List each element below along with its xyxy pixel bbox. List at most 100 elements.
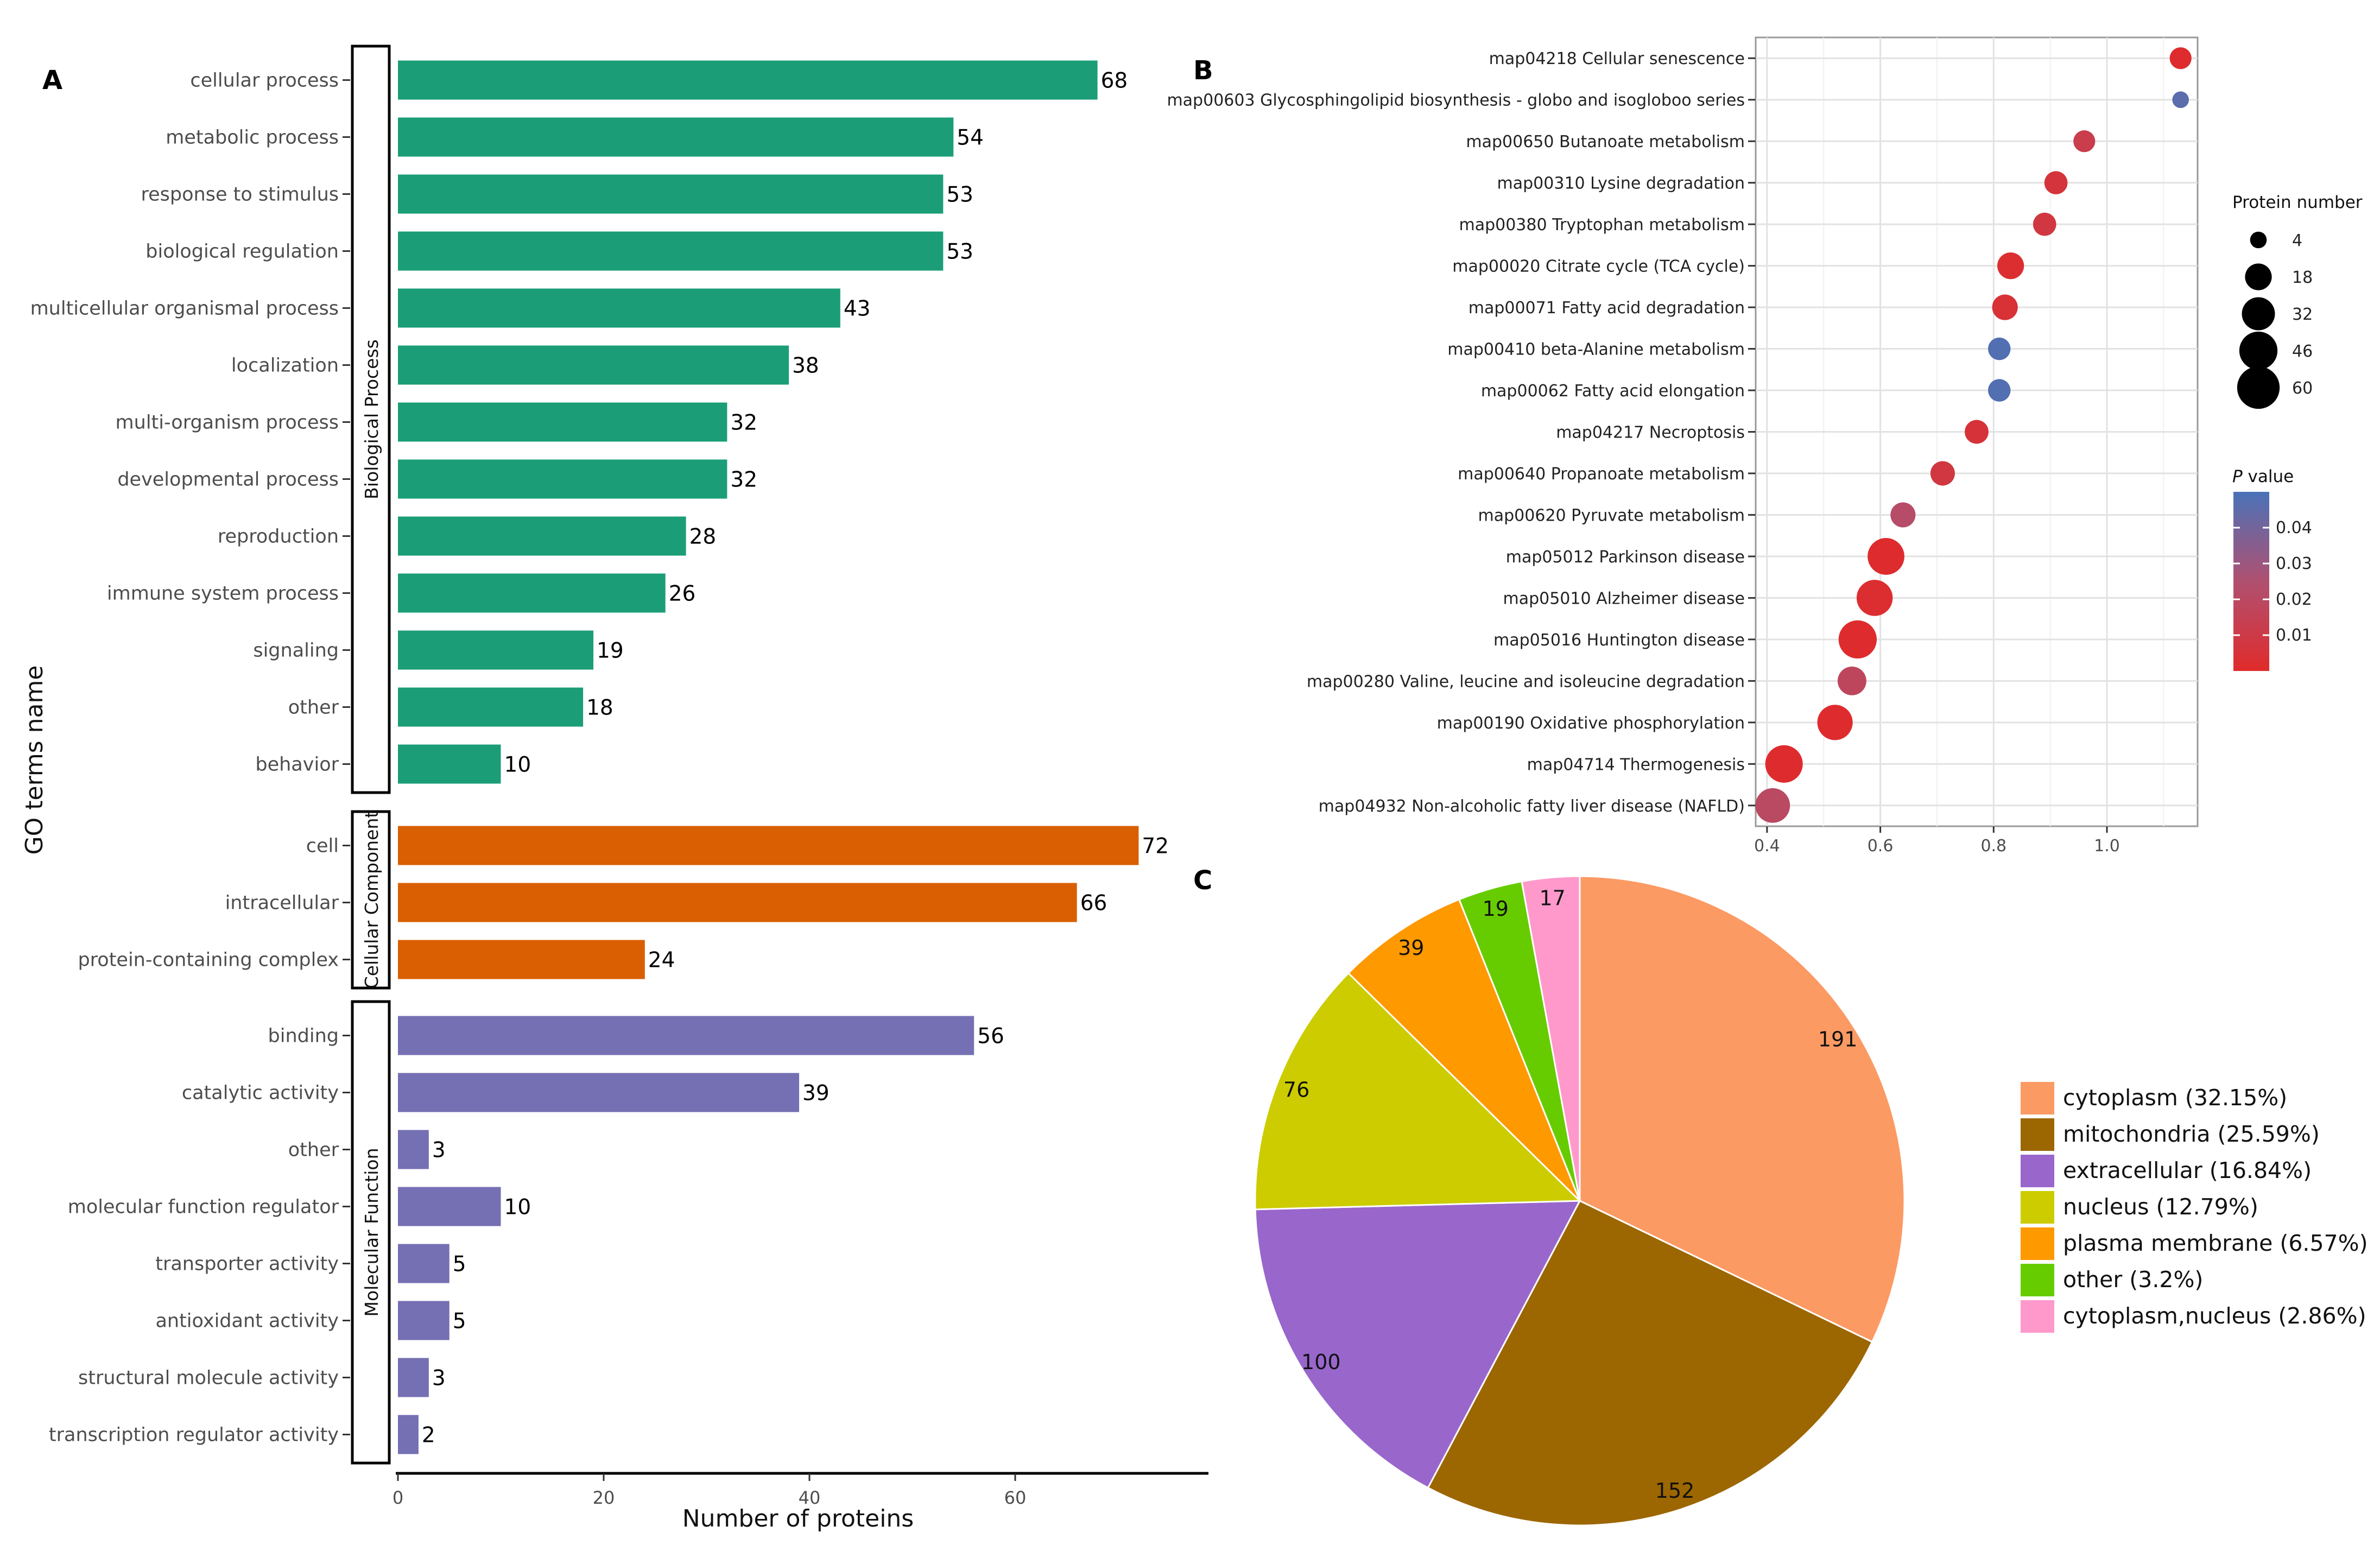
bar-molecular-function-structural-molecule-activity — [398, 1358, 429, 1397]
pathway-label: map04932 Non-alcoholic fatty liver disea… — [1319, 797, 1745, 816]
size-legend-key — [2237, 366, 2280, 409]
bar-value-label: 54 — [957, 126, 984, 150]
bubble-map05010-alzheimer-disease — [1856, 580, 1893, 616]
category-label-catalytic-activity: catalytic activity — [182, 1082, 339, 1104]
pie-value-label: 100 — [1301, 1350, 1341, 1374]
color-legend-label: 0.01 — [2276, 626, 2312, 645]
color-legend-title: P value — [2232, 467, 2294, 486]
bar-value-label: 26 — [669, 582, 696, 606]
pie-legend-key-plasma-membrane — [2021, 1227, 2054, 1260]
pie-slice-plasma-membrane — [1347, 898, 1581, 1202]
x-tick-label: 20 — [593, 1487, 615, 1508]
size-legend-key — [2245, 263, 2272, 290]
pathway-label: map00020 Citrate cycle (TCA cycle) — [1452, 257, 1745, 276]
pathway-label: map00650 Butanoate metabolism — [1466, 132, 1745, 151]
color-legend-label: 0.02 — [2276, 590, 2312, 609]
bar-cellular-component-intracellular — [398, 883, 1077, 922]
color-legend-label: 0.03 — [2276, 554, 2312, 573]
category-label-developmental-process: developmental process — [117, 469, 339, 491]
bubble-map00020-citrate-cycle-tca-cycle — [1997, 252, 2024, 280]
bubble-map00603-glycosphingolipid-biosynthesis-globo-and-isogloboo-series — [2172, 91, 2189, 109]
pathway-label: map04217 Necroptosis — [1556, 423, 1745, 442]
category-label-structural-molecule-activity: structural molecule activity — [78, 1367, 339, 1389]
group-strip-biological-process — [351, 45, 391, 794]
group-label-biological-process: Biological Process — [361, 339, 382, 499]
bar-value-label: 3 — [432, 1366, 446, 1391]
bar-value-label: 28 — [689, 525, 717, 549]
bar-molecular-function-molecular-function-regulator — [398, 1187, 501, 1226]
category-label-immune-system-process: immune system process — [107, 583, 339, 605]
bar-cellular-component-cell — [398, 826, 1139, 865]
bar-value-label: 53 — [946, 240, 973, 264]
bar-value-label: 68 — [1101, 69, 1128, 93]
bar-value-label: 72 — [1142, 834, 1169, 859]
group-label-cellular-component: Cellular Component — [361, 811, 382, 989]
panel-a-go-bar-chart: Biological Process 68 cellular process 54 me… — [21, 45, 1208, 1533]
bar-molecular-function-other — [398, 1130, 429, 1169]
pie-legend-label: cytoplasm (32.15%) — [2063, 1085, 2287, 1111]
bar-value-label: 19 — [597, 639, 624, 663]
category-label-biological-regulation: biological regulation — [145, 241, 339, 263]
pathway-label: map00640 Propanoate metabolism — [1458, 465, 1745, 484]
bubble-map00640-propanoate-metabolism — [1930, 461, 1955, 486]
bar-molecular-function-transcription-regulator-activity — [398, 1415, 419, 1454]
panel-label-a: A — [42, 65, 62, 96]
bar-value-label: 38 — [792, 354, 819, 378]
category-label-antioxidant-activity: antioxidant activity — [155, 1310, 339, 1332]
bar-value-label: 53 — [946, 183, 973, 207]
pie-value-label: 152 — [1655, 1479, 1695, 1503]
bar-biological-process-reproduction — [398, 516, 686, 556]
pathway-label: map00071 Fatty acid degradation — [1468, 299, 1745, 318]
pie-legend-key-nucleus — [2021, 1191, 2054, 1224]
pie-legend-label: mitochondria (25.59%) — [2063, 1121, 2320, 1147]
bubble-map00650-butanoate-metabolism — [2073, 130, 2096, 153]
bar-biological-process-signaling — [398, 630, 594, 670]
pathway-label: map04714 Thermogenesis — [1527, 755, 1745, 774]
pie-slice-mitochondria — [1427, 1200, 1873, 1527]
bar-biological-process-multicellular-organismal-process — [398, 288, 840, 328]
bar-value-label: 39 — [802, 1081, 830, 1106]
pie-legend-label: other (3.2%) — [2063, 1267, 2203, 1293]
bar-value-label: 43 — [844, 297, 871, 321]
bar-biological-process-response-to-stimulus — [398, 174, 944, 214]
group-strip-molecular-function — [351, 1000, 391, 1465]
category-label-behavior: behavior — [255, 754, 339, 776]
pathway-label: map00603 Glycosphingolipid biosynthesis … — [1167, 91, 1745, 110]
size-legend-label: 46 — [2292, 342, 2313, 361]
category-label-other: other — [288, 697, 339, 719]
category-label-localization: localization — [231, 355, 339, 377]
pie-value-label: 19 — [1483, 897, 1509, 921]
bar-biological-process-behavior — [398, 744, 501, 784]
pie-legend-key-mitochondria — [2021, 1118, 2054, 1151]
bar-value-label: 66 — [1080, 891, 1107, 916]
color-legend-bar — [2233, 492, 2269, 671]
bar-biological-process-metabolic-process — [398, 117, 954, 157]
bar-value-label: 10 — [504, 1195, 531, 1220]
group-label-molecular-function: Molecular Function — [361, 1148, 382, 1316]
category-label-cellular-process: cellular process — [190, 70, 339, 92]
size-legend-label: 4 — [2292, 231, 2302, 250]
pathway-label: map00190 Oxidative phosphorylation — [1437, 714, 1745, 733]
pathway-label: map04218 Cellular senescence — [1489, 49, 1745, 68]
x-tick-label: 0.8 — [1980, 837, 2006, 856]
panel-b-kegg-bubble-chart: map04218 Cellular senescence map00603 Gly… — [1167, 36, 2363, 856]
bar-cellular-component-protein-containing-complex — [398, 940, 645, 979]
bubble-map04714-thermogenesis — [1765, 745, 1803, 783]
bar-biological-process-developmental-process — [398, 459, 727, 499]
panel-c-subcellular-pie-chart: 191 152 100 76 39 19 17 cytoplasm (32.15%) mitoc… — [1254, 875, 2368, 1527]
bar-molecular-function-antioxidant-activity — [398, 1301, 450, 1340]
color-legend-title-italic: P — [2232, 467, 2243, 486]
pathway-label: map05010 Alzheimer disease — [1503, 589, 1745, 608]
pathway-label: map00062 Fatty acid elongation — [1481, 382, 1745, 401]
pie-value-label: 39 — [1398, 936, 1424, 960]
category-label-transcription-regulator-activity: transcription regulator activity — [49, 1424, 339, 1446]
x-axis-title: Number of proteins — [682, 1505, 914, 1533]
bar-value-label: 5 — [453, 1309, 466, 1334]
category-label-molecular-function-regulator: molecular function regulator — [68, 1196, 339, 1218]
bar-biological-process-biological-regulation — [398, 231, 944, 271]
pie-legend-label: extracellular (16.84%) — [2063, 1157, 2312, 1183]
pie-legend-key-extracellular — [2021, 1155, 2054, 1187]
bubble-map04218-cellular-senescence — [2169, 47, 2192, 69]
x-tick-label: 1.0 — [2094, 837, 2120, 856]
